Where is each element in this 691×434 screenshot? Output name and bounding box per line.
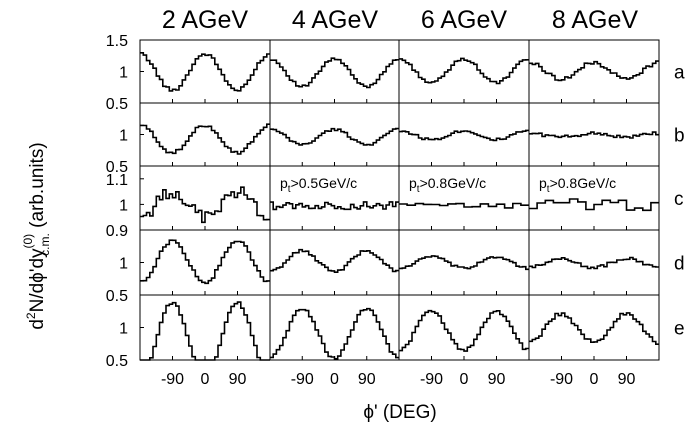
y-tick-label-d: 0.5 — [106, 288, 128, 305]
column-title-6-agev: 6 AGeV — [421, 6, 507, 34]
panel-frame-b-2 — [269, 102, 400, 167]
column-titles: 2 AGeV 4 AGeV 6 AGeV 8 AGeV — [162, 6, 638, 34]
y-tick-label-c: 0.9 — [106, 223, 128, 240]
y-title-sup0: (0) — [21, 234, 35, 249]
x-tick-label: 90 — [229, 371, 247, 388]
row-tag-b: b — [674, 126, 685, 147]
x-tick-label: 90 — [488, 371, 506, 388]
annotation-c-2: pt>0.5GeV/c — [280, 175, 357, 195]
row-tag-c: c — [674, 189, 684, 210]
panel-frame-b-1 — [139, 102, 271, 167]
panel-frame-e-4 — [528, 294, 660, 361]
series-c-2-agev — [140, 186, 270, 224]
series-a-4-agev — [270, 57, 399, 89]
column-title-8-agev: 8 AGeV — [552, 6, 638, 34]
x-axis-title: ϕ' (DEG) — [363, 402, 436, 423]
x-tick-label: -90 — [291, 371, 314, 388]
series-e-4-agev — [270, 307, 399, 360]
y-tick-label-d: 1 — [119, 256, 128, 273]
panel-annotations: pt>0.5GeV/c pt>0.8GeV/c pt>0.8GeV/c — [280, 175, 616, 195]
y-tick-label-e: 0.5 — [106, 353, 128, 370]
row-tags: a b c d e — [674, 63, 685, 340]
row-tag-e: e — [674, 319, 685, 340]
series-a-8-agev — [529, 60, 659, 82]
series-d-4-agev — [270, 248, 399, 273]
y-axis-title: d2N/dϕ'dy(0) c.m. (arb.units) — [21, 142, 52, 329]
y-title-d: d — [27, 319, 48, 330]
x-tick-label: -90 — [161, 371, 184, 388]
series-b-2-agev — [140, 123, 270, 155]
panel-frame-d-1 — [139, 229, 271, 296]
column-title-2-agev: 2 AGeV — [162, 6, 248, 34]
axis-ticks — [140, 39, 627, 361]
series-c-6-agev — [399, 202, 529, 209]
y-tick-label-a: 0.5 — [106, 96, 128, 113]
x-tick-label: -90 — [420, 371, 443, 388]
row-tag-a: a — [674, 63, 685, 84]
y-tick-label-a: 1.5 — [106, 33, 128, 50]
y-tick-label-a: 1 — [119, 65, 128, 82]
series-b-6-agev — [399, 129, 529, 142]
y-title-sup2: 2 — [24, 312, 38, 319]
x-tick-label: 90 — [358, 371, 376, 388]
svg-text:d2N/dϕ'dy(0)c.m. (arb.units): d2N/dϕ'dy(0) c.m. (arb.units) — [21, 142, 52, 329]
column-title-4-agev: 4 AGeV — [292, 6, 378, 34]
series-e-2-agev — [140, 301, 270, 361]
x-tick-labels: -90 0 90 -90 0 90 -90 0 90 -90 0 90 — [161, 371, 636, 388]
x-tick-label: 0 — [460, 371, 469, 388]
y-title-unit: (arb.units) — [27, 142, 48, 233]
series-e-6-agev — [399, 309, 529, 352]
y-tick-label-b: 0.5 — [106, 159, 128, 176]
panel-frame-a-4 — [528, 39, 660, 104]
series-d-6-agev — [399, 255, 529, 271]
panel-frame-a-2 — [269, 39, 400, 104]
series-c-4-agev — [270, 201, 399, 211]
x-tick-label: 0 — [201, 371, 210, 388]
y-tick-label-c: 1.1 — [106, 172, 128, 189]
series-b-8-agev — [529, 131, 659, 139]
y-tick-label-c: 1 — [119, 197, 128, 214]
y-title-mid: N/dϕ'dy — [27, 248, 48, 312]
series-d-2-agev — [140, 239, 270, 285]
annotation-c-4: pt>0.8GeV/c — [539, 175, 616, 195]
series-e-8-agev — [529, 312, 659, 345]
x-tick-label: 90 — [618, 371, 636, 388]
series-d-8-agev — [529, 256, 659, 270]
series-b-4-agev — [270, 127, 399, 146]
x-tick-label: 0 — [330, 371, 339, 388]
y-tick-labels: 1.510.510.51.110.910.510.5 — [106, 33, 128, 370]
series-a-2-agev — [140, 52, 270, 92]
panel-grid — [139, 39, 660, 361]
y-tick-label-b: 1 — [119, 128, 128, 145]
row-tag-d: d — [674, 254, 685, 275]
panel-frame-d-3 — [398, 229, 530, 296]
y-tick-label-e: 1 — [119, 321, 128, 338]
annotation-c-3: pt>0.8GeV/c — [409, 175, 486, 195]
y-title-sub: c.m. — [38, 233, 52, 256]
series-c-8-agev — [529, 198, 659, 212]
x-tick-label: 0 — [590, 371, 599, 388]
series-a-6-agev — [399, 57, 529, 85]
panel-frame-d-2 — [269, 229, 400, 296]
panel-frame-a-1 — [139, 39, 271, 104]
x-tick-label: -90 — [550, 371, 573, 388]
